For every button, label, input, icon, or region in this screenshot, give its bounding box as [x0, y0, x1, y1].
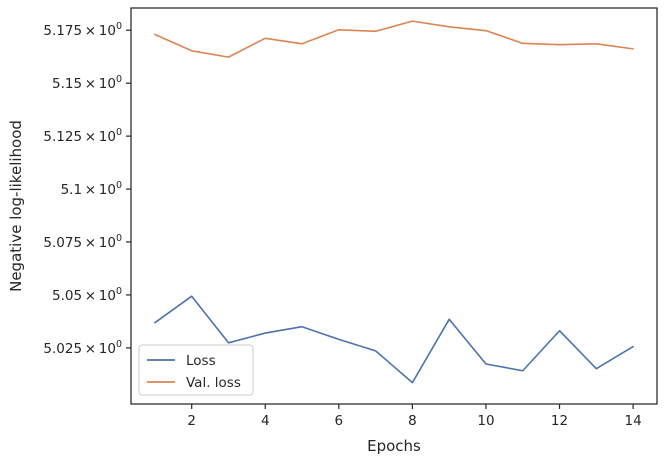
axes-layer [130, 7, 658, 405]
legend-label: Val. loss [186, 375, 241, 391]
plot-frame [130, 7, 658, 405]
series-line-loss [154, 295, 634, 384]
y-tick-label: 5.175 × 100 [43, 21, 122, 39]
y-tick-label: 5.075 × 100 [43, 233, 122, 251]
x-tick-label: 12 [551, 413, 568, 429]
y-tick-label: 5.025 × 100 [43, 339, 122, 357]
x-tick-label: 2 [187, 413, 196, 429]
series-line-val-loss [154, 20, 634, 58]
x-tick-label: 6 [335, 413, 344, 429]
tick-layer: 2 4 6 8 10 12 14 5.025 × 100 5.05 × 100 5.075 × 1… [43, 21, 641, 429]
y-tick-label: 5.05 × 100 [52, 286, 122, 304]
y-tick-label: 5.125 × 100 [43, 127, 122, 145]
y-tick-label: 5.1 × 100 [61, 180, 122, 198]
x-axis-label: Epochs [367, 437, 421, 455]
y-axis-label: Negative log-likelihood [7, 120, 25, 292]
x-tick-label: 14 [624, 413, 641, 429]
x-tick-label: 4 [261, 413, 270, 429]
x-tick-label: 10 [477, 413, 494, 429]
y-tick-label: 5.15 × 100 [52, 74, 122, 92]
series-layer [154, 20, 634, 384]
x-tick-label: 8 [408, 413, 417, 429]
legend-label: Loss [186, 353, 216, 369]
legend: Loss Val. loss [138, 344, 254, 396]
